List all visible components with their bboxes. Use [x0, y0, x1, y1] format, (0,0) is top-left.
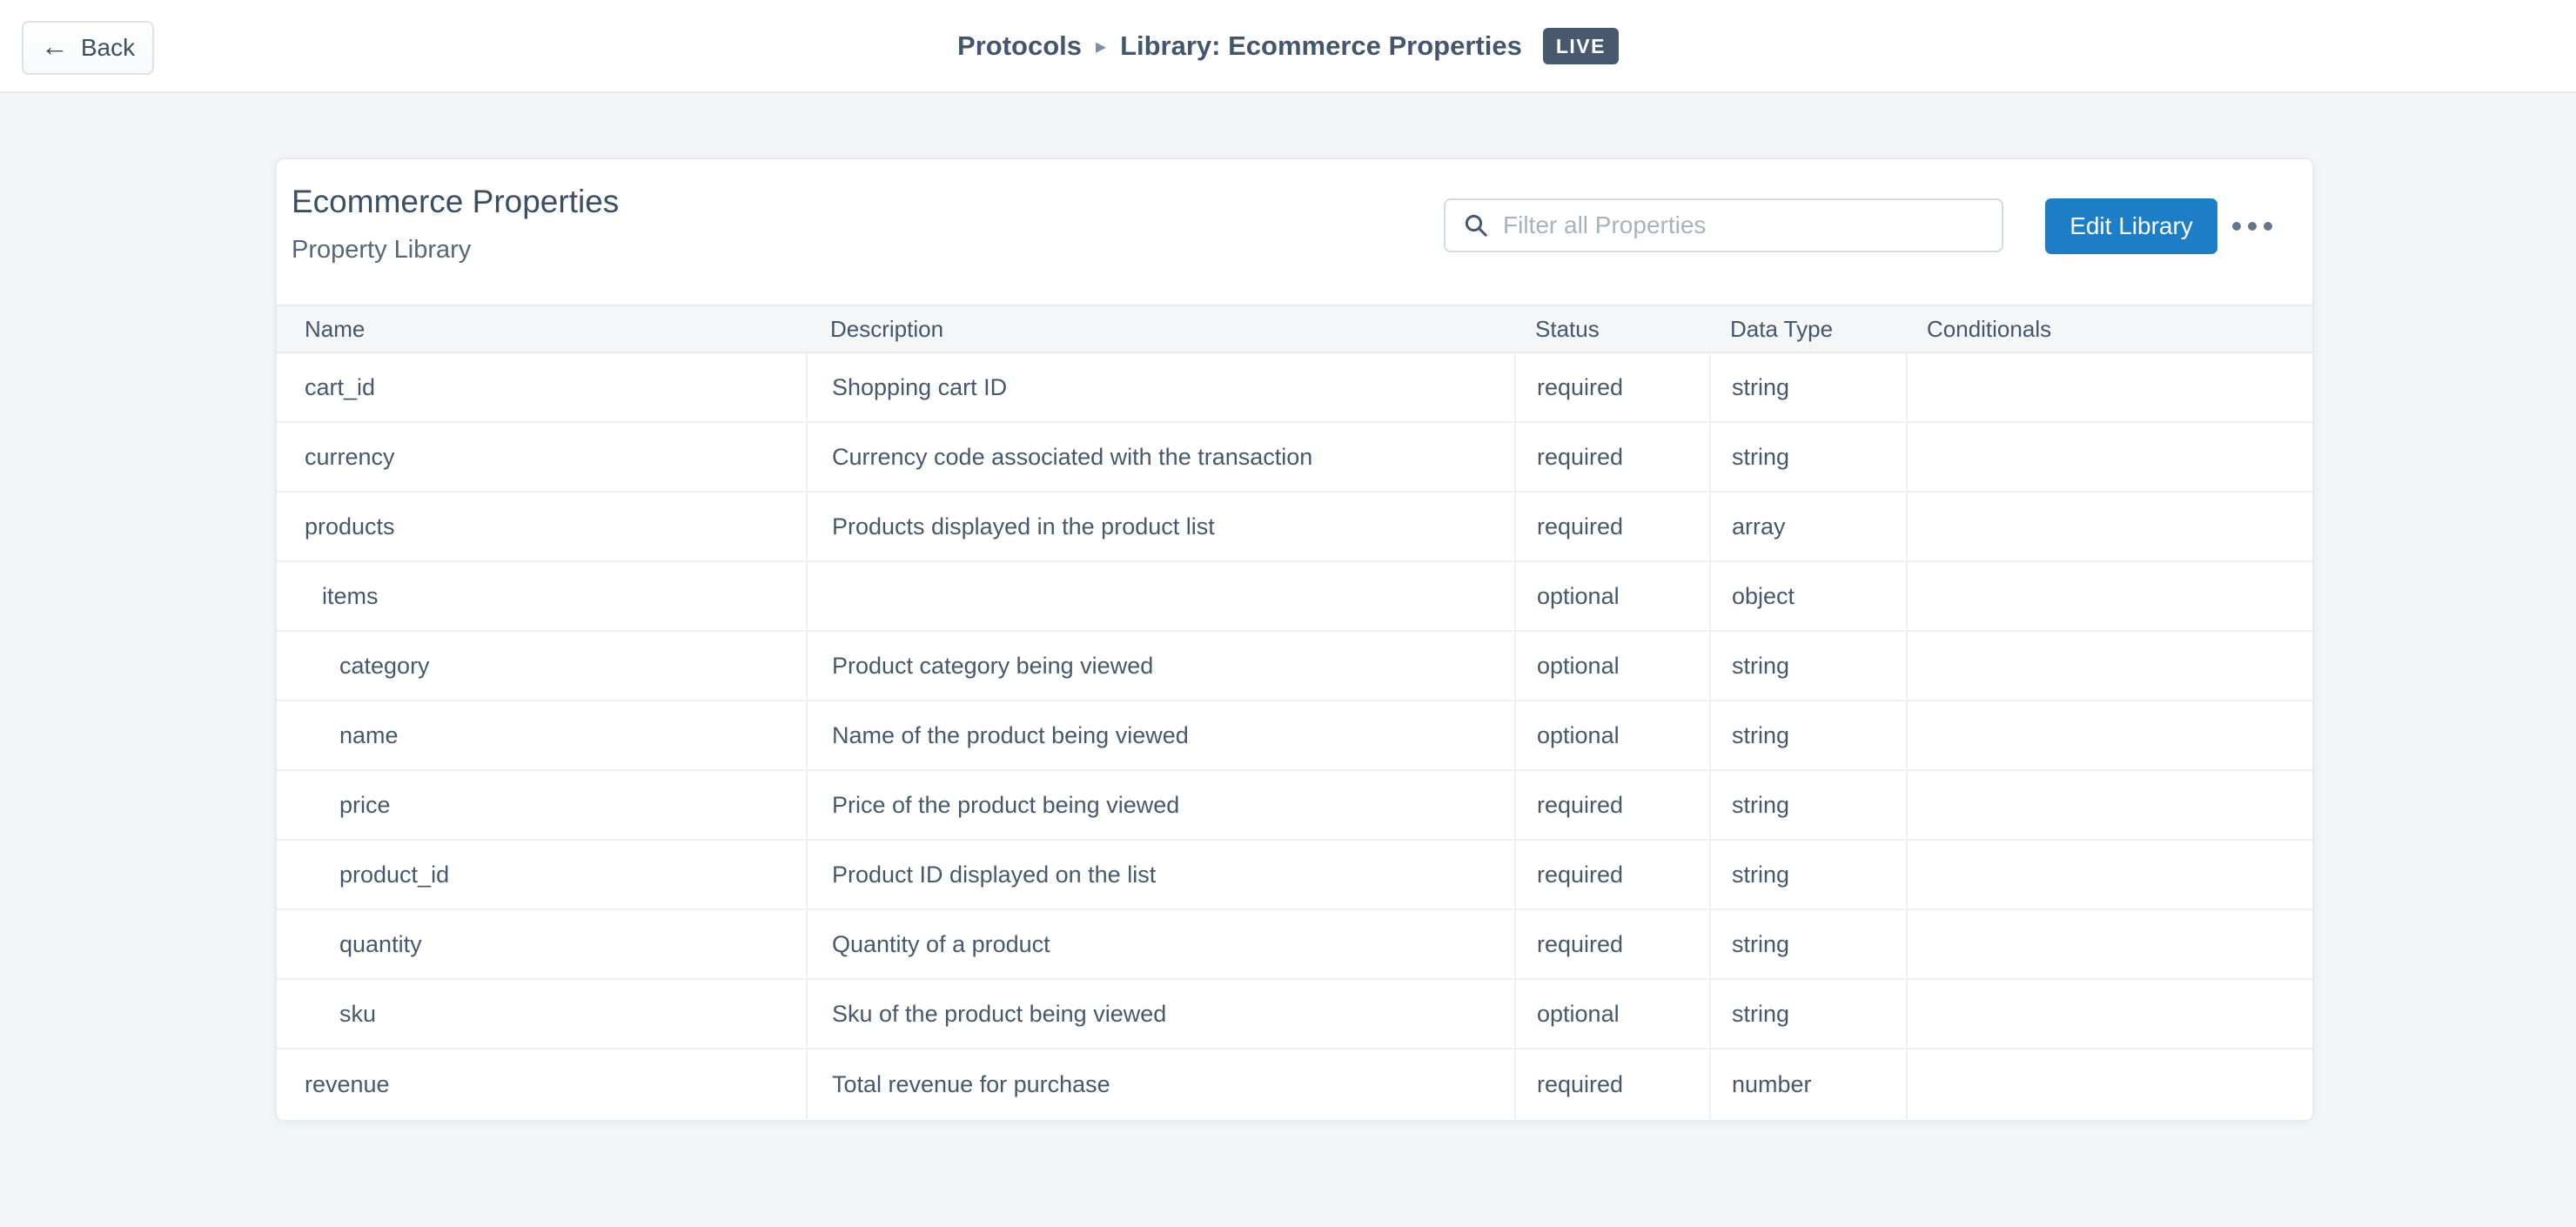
- table-row[interactable]: product_id Product ID displayed on the l…: [277, 841, 2312, 910]
- cell-data-type: array: [1709, 493, 1906, 560]
- cell-description: Product category being viewed: [806, 632, 1514, 700]
- column-header-name: Name: [305, 315, 366, 342]
- table-body: cart_id Shopping cart ID required string…: [277, 353, 2312, 1119]
- page-title: Ecommerce Properties: [292, 184, 620, 219]
- table-row[interactable]: items optional object: [277, 562, 2312, 632]
- properties-table: Name Description Status Data Type Condit…: [277, 305, 2312, 1119]
- cell-property-name: currency: [305, 443, 395, 470]
- cell-data-type: string: [1709, 632, 1906, 700]
- cell-status: required: [1514, 841, 1709, 909]
- card-header: Ecommerce Properties Property Library Ed…: [277, 159, 2312, 305]
- column-header-description: Description: [830, 315, 944, 342]
- cell-status: optional: [1514, 632, 1709, 700]
- cell-status: required: [1514, 771, 1709, 839]
- table-row[interactable]: price Price of the product being viewed …: [277, 771, 2312, 841]
- cell-data-type: string: [1709, 980, 1906, 1048]
- breadcrumb-protocols[interactable]: Protocols: [957, 30, 1083, 61]
- cell-property-name: product_id: [339, 861, 450, 888]
- cell-data-type: number: [1709, 1049, 1906, 1119]
- cell-conditionals: [1906, 562, 2312, 630]
- cell-description: Shopping cart ID: [806, 353, 1514, 421]
- table-row[interactable]: quantity Quantity of a product required …: [277, 910, 2312, 980]
- top-bar: ← Back Protocols ▸ Library: Ecommerce Pr…: [0, 0, 2576, 93]
- edit-library-button[interactable]: Edit Library: [2045, 198, 2217, 254]
- cell-description: Price of the product being viewed: [806, 771, 1514, 839]
- cell-property-name: cart_id: [305, 373, 376, 400]
- cell-conditionals: [1906, 423, 2312, 491]
- cell-description: Total revenue for purchase: [806, 1049, 1514, 1119]
- more-options-icon: [2232, 222, 2241, 231]
- cell-description: [806, 562, 1514, 630]
- cell-status: required: [1514, 423, 1709, 491]
- table-row[interactable]: sku Sku of the product being viewed opti…: [277, 980, 2312, 1049]
- cell-property-name: price: [339, 791, 391, 818]
- cell-description: Sku of the product being viewed: [806, 980, 1514, 1048]
- filter-properties-input[interactable]: [1444, 198, 2003, 252]
- cell-property-name: items: [322, 582, 379, 609]
- cell-status: required: [1514, 1049, 1709, 1119]
- cell-data-type: string: [1709, 701, 1906, 769]
- cell-property-name: revenue: [305, 1070, 390, 1097]
- cell-status: required: [1514, 353, 1709, 421]
- cell-conditionals: [1906, 1049, 2312, 1119]
- cell-description: Quantity of a product: [806, 910, 1514, 978]
- cell-status: optional: [1514, 562, 1709, 630]
- breadcrumb: Protocols ▸ Library: Ecommerce Propertie…: [0, 0, 2576, 91]
- column-header-data-type: Data Type: [1730, 315, 1834, 342]
- cell-data-type: string: [1709, 423, 1906, 491]
- cell-property-name: quantity: [339, 930, 422, 957]
- cell-conditionals: [1906, 841, 2312, 909]
- cell-conditionals: [1906, 632, 2312, 700]
- live-status-badge: LIVE: [1542, 27, 1619, 64]
- cell-conditionals: [1906, 701, 2312, 769]
- cell-data-type: string: [1709, 910, 1906, 978]
- back-button[interactable]: ← Back: [22, 21, 154, 75]
- property-library-card: Ecommerce Properties Property Library Ed…: [275, 158, 2314, 1122]
- cell-description: Currency code associated with the transa…: [806, 423, 1514, 491]
- cell-data-type: string: [1709, 771, 1906, 839]
- page-subtitle: Property Library: [292, 236, 472, 264]
- cell-description: Product ID displayed on the list: [806, 841, 1514, 909]
- cell-property-name: name: [339, 721, 399, 748]
- cell-status: optional: [1514, 980, 1709, 1048]
- cell-description: Name of the product being viewed: [806, 701, 1514, 769]
- column-header-status: Status: [1535, 315, 1600, 342]
- table-row[interactable]: cart_id Shopping cart ID required string: [277, 353, 2312, 423]
- cell-status: optional: [1514, 701, 1709, 769]
- table-row[interactable]: revenue Total revenue for purchase requi…: [277, 1049, 2312, 1119]
- back-arrow-icon: ←: [40, 30, 69, 62]
- cell-data-type: string: [1709, 353, 1906, 421]
- cell-property-name: category: [339, 652, 430, 679]
- cell-data-type: string: [1709, 841, 1906, 909]
- cell-property-name: sku: [339, 1000, 377, 1027]
- cell-description: Products displayed in the product list: [806, 493, 1514, 560]
- filter-field-wrap: [1444, 198, 2003, 252]
- cell-conditionals: [1906, 493, 2312, 560]
- table-row[interactable]: category Product category being viewed o…: [277, 632, 2312, 701]
- cell-status: required: [1514, 910, 1709, 978]
- table-row[interactable]: currency Currency code associated with t…: [277, 423, 2312, 493]
- breadcrumb-separator-icon: ▸: [1096, 35, 1107, 58]
- table-header-row: Name Description Status Data Type Condit…: [277, 305, 2312, 353]
- cell-status: required: [1514, 493, 1709, 560]
- column-header-conditionals: Conditionals: [1927, 315, 2052, 342]
- cell-conditionals: [1906, 353, 2312, 421]
- more-options-button[interactable]: [2213, 207, 2291, 245]
- cell-conditionals: [1906, 910, 2312, 978]
- breadcrumb-page-title: Library: Ecommerce Properties: [1120, 30, 1522, 61]
- table-row[interactable]: products Products displayed in the produ…: [277, 493, 2312, 562]
- cell-conditionals: [1906, 771, 2312, 839]
- cell-data-type: object: [1709, 562, 1906, 630]
- cell-conditionals: [1906, 980, 2312, 1048]
- table-row[interactable]: name Name of the product being viewed op…: [277, 701, 2312, 771]
- cell-property-name: products: [305, 513, 395, 540]
- back-button-label: Back: [80, 34, 136, 61]
